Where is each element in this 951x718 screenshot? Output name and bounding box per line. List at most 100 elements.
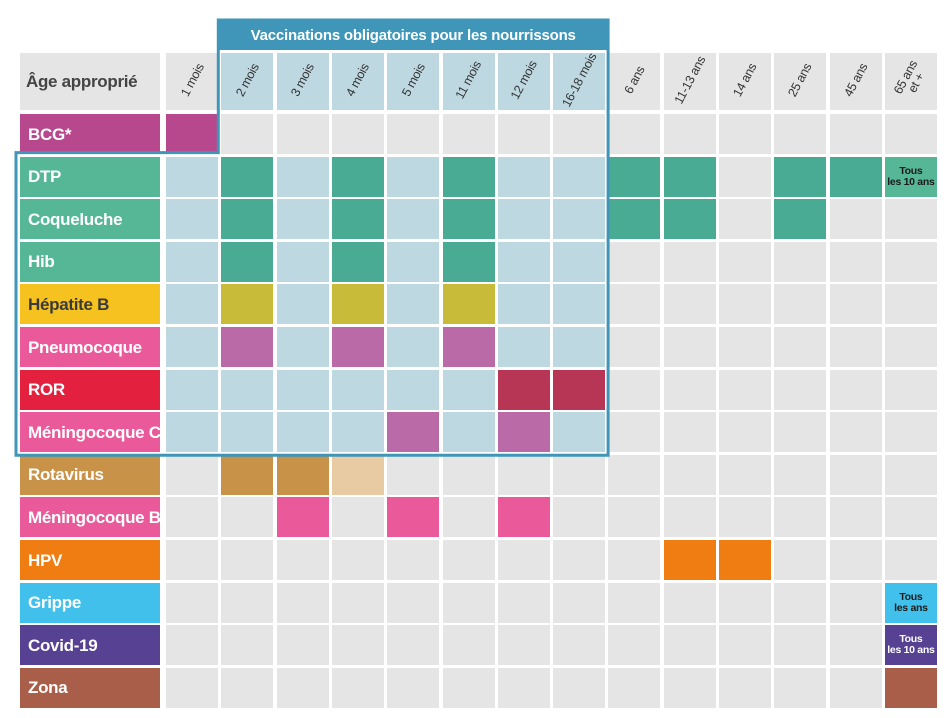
schedule-cell xyxy=(387,369,440,410)
schedule-cell xyxy=(608,241,661,282)
schedule-cell-filled xyxy=(166,114,218,154)
schedule-cell xyxy=(774,284,827,325)
row-label: ROR xyxy=(20,369,160,410)
schedule-cell xyxy=(442,454,495,495)
row-label: Coqueluche xyxy=(20,199,160,240)
schedule-cell xyxy=(276,327,329,367)
schedule-cell xyxy=(166,667,218,708)
schedule-cell xyxy=(663,625,716,666)
schedule-cell-filled xyxy=(829,156,882,197)
schedule-cell-filled xyxy=(221,327,274,367)
schedule-cell xyxy=(166,497,218,538)
row-label: Hib xyxy=(20,241,160,282)
row-label: Pneumocoque xyxy=(20,327,160,367)
schedule-cell xyxy=(553,454,606,495)
schedule-cell xyxy=(719,497,771,538)
schedule-cell xyxy=(884,114,937,154)
column-header-cell xyxy=(884,53,937,110)
schedule-cell xyxy=(884,284,937,325)
schedule-cell xyxy=(387,667,440,708)
schedule-cell xyxy=(553,199,606,240)
schedule-cell xyxy=(276,114,329,154)
schedule-cell xyxy=(497,241,550,282)
schedule-cell xyxy=(166,156,218,197)
row-label: HPV xyxy=(20,540,160,580)
schedule-cell xyxy=(553,241,606,282)
schedule-cell xyxy=(719,625,771,666)
schedule-cell xyxy=(884,497,937,538)
schedule-cell xyxy=(829,540,882,580)
mandatory-vaccinations-banner: Vaccinations obligatoires pour les nourr… xyxy=(218,20,609,50)
schedule-cell xyxy=(331,667,384,708)
row-label: Méningocoque B xyxy=(20,497,161,538)
schedule-cell-filled xyxy=(774,199,827,240)
schedule-cell-filled xyxy=(663,540,716,580)
column-header-cell xyxy=(829,53,882,110)
schedule-cell xyxy=(608,667,661,708)
schedule-cell xyxy=(221,540,274,580)
schedule-cell xyxy=(829,369,882,410)
schedule-cell xyxy=(884,454,937,495)
schedule-cell xyxy=(497,582,550,623)
schedule-cell xyxy=(166,412,218,453)
schedule-cell-optional xyxy=(331,454,384,495)
schedule-cell-filled xyxy=(387,412,440,453)
schedule-cell xyxy=(387,540,440,580)
schedule-cell xyxy=(774,369,827,410)
schedule-cell xyxy=(663,369,716,410)
schedule-cell xyxy=(166,582,218,623)
schedule-cell xyxy=(166,241,218,282)
schedule-cell xyxy=(663,327,716,367)
schedule-cell xyxy=(884,199,937,240)
schedule-cell xyxy=(442,114,495,154)
schedule-cell xyxy=(829,454,882,495)
schedule-cell-filled xyxy=(221,241,274,282)
schedule-cell xyxy=(497,327,550,367)
schedule-cell xyxy=(774,241,827,282)
schedule-cell xyxy=(497,156,550,197)
schedule-cell xyxy=(221,497,274,538)
schedule-cell xyxy=(719,327,771,367)
schedule-cell-filled xyxy=(884,667,937,708)
schedule-cell xyxy=(221,667,274,708)
schedule-cell xyxy=(829,497,882,538)
schedule-cell xyxy=(387,582,440,623)
schedule-cell xyxy=(166,540,218,580)
schedule-cell-filled xyxy=(497,412,550,453)
schedule-cell xyxy=(276,284,329,325)
schedule-cell xyxy=(166,625,218,666)
schedule-cell-filled xyxy=(497,369,550,410)
schedule-cell xyxy=(774,667,827,708)
schedule-cell xyxy=(387,625,440,666)
schedule-cell xyxy=(442,412,495,453)
schedule-cell xyxy=(719,156,771,197)
row-label: Méningocoque C xyxy=(20,412,161,453)
schedule-cell xyxy=(774,582,827,623)
schedule-cell-filled xyxy=(331,327,384,367)
schedule-cell-filled xyxy=(221,199,274,240)
schedule-cell xyxy=(774,540,827,580)
age-header-label: Âge approprié xyxy=(20,53,160,110)
schedule-cell-filled xyxy=(442,199,495,240)
schedule-cell-filled xyxy=(221,454,274,495)
schedule-cell xyxy=(553,284,606,325)
column-header-cell xyxy=(663,53,716,110)
schedule-cell xyxy=(442,625,495,666)
schedule-cell xyxy=(331,114,384,154)
schedule-note: Tous les ans xyxy=(894,590,928,614)
schedule-cell xyxy=(497,199,550,240)
schedule-cell xyxy=(884,327,937,367)
schedule-cell xyxy=(774,114,827,154)
schedule-cell xyxy=(663,241,716,282)
schedule-cell xyxy=(553,327,606,367)
schedule-cell xyxy=(331,625,384,666)
schedule-cell xyxy=(884,412,937,453)
schedule-cell xyxy=(276,412,329,453)
schedule-cell xyxy=(387,241,440,282)
schedule-cell xyxy=(221,625,274,666)
schedule-cell-filled xyxy=(276,497,329,538)
schedule-cell-filled xyxy=(331,284,384,325)
schedule-cell xyxy=(663,667,716,708)
schedule-cell xyxy=(829,625,882,666)
schedule-cell xyxy=(829,199,882,240)
